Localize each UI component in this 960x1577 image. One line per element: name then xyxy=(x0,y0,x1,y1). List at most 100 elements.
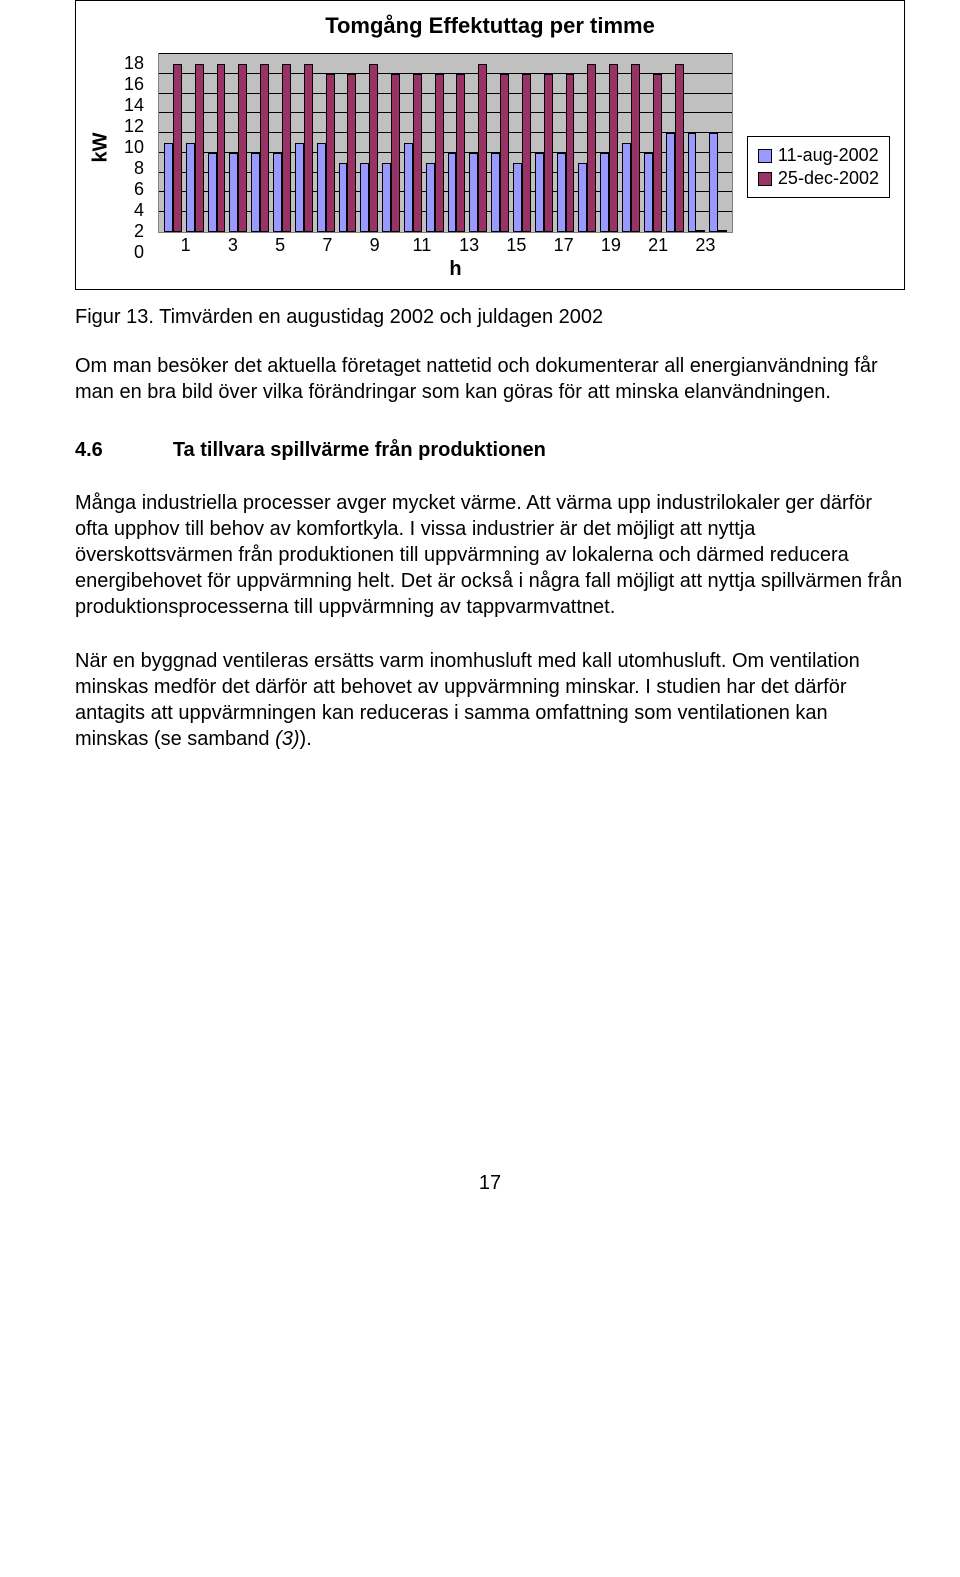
bar-group xyxy=(359,54,379,232)
section-title: Ta tillvara spillvärme från produktionen xyxy=(173,439,546,462)
legend-item-1: 11-aug-2002 xyxy=(758,145,879,166)
x-tick: 3 xyxy=(209,235,256,256)
x-tick: 23 xyxy=(682,235,729,256)
bar-group xyxy=(250,54,270,232)
bar-group xyxy=(425,54,445,232)
bar-series2 xyxy=(544,74,553,232)
x-tick: 13 xyxy=(446,235,493,256)
bar-series1 xyxy=(644,153,653,232)
bar-series1 xyxy=(229,153,238,232)
bar-group xyxy=(643,54,663,232)
x-tick: 19 xyxy=(587,235,634,256)
bar-series1 xyxy=(600,153,609,232)
bar-series1 xyxy=(382,163,391,232)
y-tick: 6 xyxy=(116,179,144,200)
legend-item-2: 25-dec-2002 xyxy=(758,168,879,189)
legend-label-1: 11-aug-2002 xyxy=(778,145,879,166)
paragraph-3: När en byggnad ventileras ersätts varm i… xyxy=(75,648,905,752)
x-tick: 11 xyxy=(398,235,445,256)
x-axis-label: h xyxy=(158,258,733,281)
y-axis: kW 181614121086420 xyxy=(90,53,144,249)
plot-area xyxy=(158,53,733,233)
y-tick: 8 xyxy=(116,158,144,179)
bar-series2 xyxy=(195,64,204,232)
bar-series2 xyxy=(282,64,291,232)
y-ticks: 181614121086420 xyxy=(116,53,144,249)
bars-container xyxy=(159,54,732,232)
bar-group xyxy=(403,54,423,232)
bar-series1 xyxy=(426,163,435,232)
bar-series2 xyxy=(435,74,444,232)
bar-series1 xyxy=(360,163,369,232)
bar-group xyxy=(468,54,488,232)
bar-group xyxy=(294,54,314,232)
bar-group xyxy=(228,54,248,232)
bar-group xyxy=(556,54,576,232)
bar-series1 xyxy=(535,153,544,232)
bar-series2 xyxy=(587,64,596,232)
bar-group xyxy=(708,54,728,232)
section-number: 4.6 xyxy=(75,439,103,462)
bar-series1 xyxy=(557,153,566,232)
bar-series1 xyxy=(709,133,718,232)
bar-group xyxy=(447,54,467,232)
bar-series2 xyxy=(566,74,575,232)
x-tick: 15 xyxy=(493,235,540,256)
x-tick: 21 xyxy=(635,235,682,256)
bar-series2 xyxy=(369,64,378,232)
paragraph-3-italic: (3) xyxy=(275,728,299,750)
legend: 11-aug-2002 25-dec-2002 xyxy=(747,136,890,198)
bar-series1 xyxy=(469,153,478,232)
chart-title: Tomgång Effektuttag per timme xyxy=(90,13,890,39)
plot-column: 1357911131517192123 h xyxy=(158,53,733,281)
bar-group xyxy=(599,54,619,232)
bar-series1 xyxy=(688,133,697,232)
bar-series2 xyxy=(675,64,684,232)
bar-series2 xyxy=(456,74,465,232)
y-tick: 16 xyxy=(116,74,144,95)
legend-swatch-1 xyxy=(758,149,772,163)
x-tick: 7 xyxy=(304,235,351,256)
bar-group xyxy=(621,54,641,232)
y-tick: 12 xyxy=(116,116,144,137)
bar-group xyxy=(316,54,336,232)
bar-series1 xyxy=(273,153,282,232)
bar-series2 xyxy=(391,74,400,232)
bar-series2 xyxy=(500,74,509,232)
bar-series2 xyxy=(609,64,618,232)
bar-group xyxy=(185,54,205,232)
bar-series2 xyxy=(653,74,662,232)
bar-series1 xyxy=(404,143,413,232)
bar-series2 xyxy=(696,230,705,232)
bar-group xyxy=(272,54,292,232)
figure-caption: Figur 13. Timvärden en augustidag 2002 o… xyxy=(75,306,905,329)
bar-series2 xyxy=(718,230,727,232)
chart-body: kW 181614121086420 1357911131517192123 h… xyxy=(90,53,890,281)
legend-label-2: 25-dec-2002 xyxy=(778,168,879,189)
x-tick: 1 xyxy=(162,235,209,256)
y-tick: 0 xyxy=(116,242,144,263)
bar-group xyxy=(381,54,401,232)
bar-group xyxy=(534,54,554,232)
paragraph-1: Om man besöker det aktuella företaget na… xyxy=(75,353,905,405)
bar-group xyxy=(665,54,685,232)
paragraph-2: Många industriella processer avger mycke… xyxy=(75,490,905,620)
bar-series2 xyxy=(173,64,182,232)
bar-series1 xyxy=(513,163,522,232)
page-number: 17 xyxy=(75,1172,905,1195)
bar-series1 xyxy=(339,163,348,232)
bar-group xyxy=(577,54,597,232)
bar-series1 xyxy=(666,133,675,232)
bar-series2 xyxy=(304,64,313,232)
bar-series2 xyxy=(522,74,531,232)
y-tick: 18 xyxy=(116,53,144,74)
y-tick: 2 xyxy=(116,221,144,242)
bar-series1 xyxy=(164,143,173,232)
x-tick: 17 xyxy=(540,235,587,256)
bar-series1 xyxy=(208,153,217,232)
bar-series2 xyxy=(478,64,487,232)
y-tick: 14 xyxy=(116,95,144,116)
bar-series1 xyxy=(186,143,195,232)
bar-series1 xyxy=(622,143,631,232)
bar-series1 xyxy=(317,143,326,232)
